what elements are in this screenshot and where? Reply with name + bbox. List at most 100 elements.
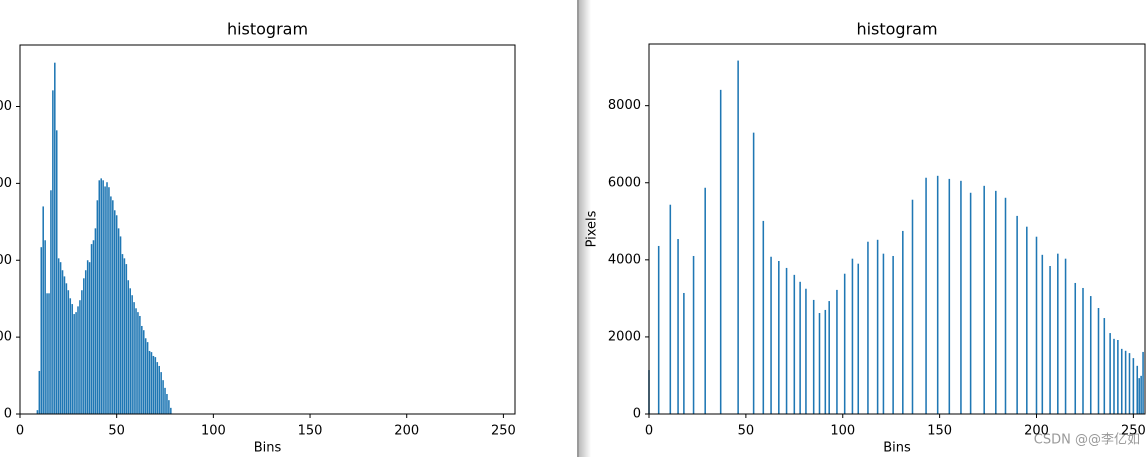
x-tick-label: 100: [201, 424, 226, 439]
bar: [83, 278, 85, 414]
bar: [902, 230, 904, 414]
x-axis-label: Bins: [883, 441, 911, 456]
bar: [812, 299, 815, 414]
bar: [110, 196, 112, 414]
bar: [1035, 236, 1038, 414]
x-tick-label: 250: [491, 424, 516, 439]
bar: [166, 394, 168, 414]
bar: [1136, 365, 1139, 414]
bar: [1064, 258, 1067, 414]
bar: [925, 177, 927, 414]
y-axis-label: Pixels: [585, 210, 600, 247]
bar: [1128, 353, 1131, 414]
x-tick-label: 250: [1121, 424, 1146, 439]
bar: [828, 301, 830, 414]
bar: [139, 315, 141, 414]
bar: [1140, 375, 1142, 414]
bar: [1109, 333, 1111, 414]
bar: [84, 270, 87, 414]
bar: [843, 273, 846, 414]
bar: [995, 190, 997, 414]
y-tick-label: 4000: [608, 252, 641, 267]
x-tick-label: 200: [394, 424, 419, 439]
bar: [75, 312, 77, 414]
x-axis-label: Bins: [254, 441, 282, 456]
bar: [1103, 318, 1106, 414]
bar: [98, 180, 101, 414]
y-tick-label: 0: [4, 407, 12, 422]
bar: [1117, 340, 1119, 414]
y-tick-label: 4000: [0, 253, 12, 268]
bar: [1113, 338, 1115, 414]
bar: [94, 228, 97, 414]
bar: [79, 300, 81, 414]
bar: [59, 262, 62, 414]
bar: [824, 309, 827, 414]
bar: [1124, 350, 1127, 414]
bar: [1004, 197, 1007, 414]
bar: [96, 200, 99, 414]
bar: [867, 241, 869, 414]
bar: [818, 313, 821, 414]
bar: [44, 240, 46, 414]
bar: [54, 62, 56, 415]
bar: [86, 260, 89, 414]
y-tick-label: 0: [633, 407, 641, 422]
bar: [948, 178, 951, 414]
bar: [100, 178, 102, 414]
bar: [851, 258, 854, 414]
bar: [1049, 266, 1051, 414]
bar: [71, 304, 73, 414]
bar: [102, 180, 104, 414]
bar: [657, 245, 660, 414]
bar: [46, 293, 48, 414]
y-tick-label: 2000: [0, 330, 12, 345]
x-tick-label: 150: [298, 424, 323, 439]
bar: [882, 253, 885, 414]
bar: [158, 365, 160, 414]
y-tick-label: 6000: [0, 176, 12, 191]
bar: [119, 236, 122, 414]
bar: [67, 290, 70, 414]
bar: [135, 308, 137, 414]
bar: [983, 185, 985, 414]
bar: [793, 274, 796, 414]
bar: [152, 355, 155, 414]
bar: [1082, 287, 1084, 414]
bar: [805, 288, 807, 414]
bar: [936, 175, 939, 414]
axes-frame: [648, 43, 1146, 415]
bar: [50, 190, 52, 414]
bar: [892, 255, 894, 414]
bar: [160, 372, 162, 414]
bar: [692, 255, 695, 414]
bar: [876, 239, 879, 414]
bar: [146, 342, 149, 414]
x-tick-label: 150: [927, 424, 952, 439]
bar: [704, 187, 706, 414]
bar: [677, 239, 679, 414]
bar: [141, 325, 143, 414]
bar: [137, 312, 139, 414]
bar: [1120, 348, 1123, 414]
bar: [92, 240, 95, 414]
bar: [1097, 308, 1100, 414]
bar: [90, 244, 93, 414]
bar: [108, 187, 110, 414]
bar: [1026, 226, 1028, 414]
bar: [683, 292, 685, 414]
bar: [752, 132, 755, 415]
bar: [785, 267, 788, 414]
bar: [123, 258, 126, 414]
bar: [125, 264, 128, 414]
bar: [127, 280, 130, 414]
bar: [836, 289, 838, 414]
bar: [121, 254, 124, 414]
y-tick-label: 8000: [0, 99, 12, 114]
bar: [1132, 358, 1135, 414]
bar: [69, 298, 72, 414]
bar: [144, 338, 147, 414]
x-tick-label: 50: [738, 424, 755, 439]
bar: [150, 352, 153, 414]
bar: [799, 281, 801, 414]
